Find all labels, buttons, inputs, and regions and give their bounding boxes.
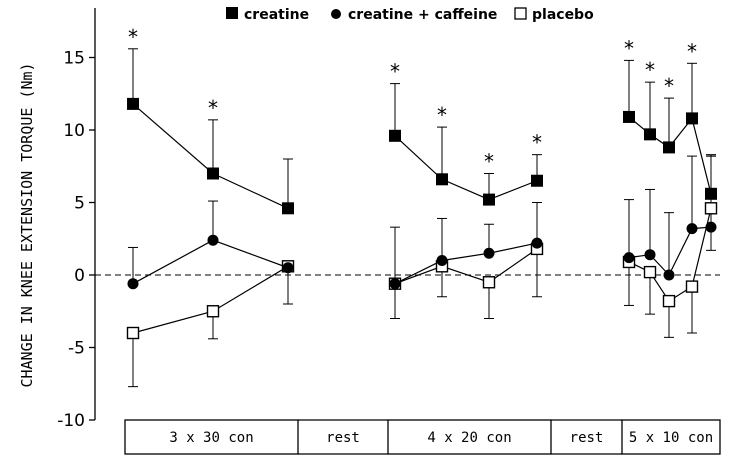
point-creatine-caffeine bbox=[282, 262, 294, 274]
series-line bbox=[132, 239, 289, 285]
phase-label: rest bbox=[326, 430, 360, 446]
point-creatine bbox=[623, 110, 635, 123]
legend-creatine-label: creatine bbox=[244, 7, 309, 23]
point-creatine bbox=[705, 187, 717, 200]
y-axis-label: CHANGE IN KNEE EXTENSION TORQUE (Nm) bbox=[18, 62, 36, 387]
point-placebo bbox=[685, 280, 699, 293]
significance-star: * bbox=[437, 103, 447, 127]
legend-creatine-caffeine-label: creatine + caffeine bbox=[348, 7, 497, 23]
significance-star: * bbox=[128, 25, 138, 49]
point-creatine-caffeine bbox=[644, 249, 656, 261]
point-creatine bbox=[483, 193, 495, 206]
point-creatine bbox=[282, 202, 294, 215]
point-placebo bbox=[704, 202, 718, 215]
significance-star: * bbox=[687, 39, 697, 63]
series-line bbox=[394, 248, 538, 285]
point-placebo bbox=[482, 276, 496, 289]
y-tick-label: -5 bbox=[68, 339, 85, 359]
point-placebo bbox=[643, 265, 657, 279]
significance-star: * bbox=[390, 60, 400, 84]
legend-creatine-caffeine-marker bbox=[331, 9, 341, 19]
point-placebo bbox=[206, 305, 220, 318]
significance-star: * bbox=[624, 36, 634, 60]
axes: -10 -5 0 5 10 15 bbox=[57, 8, 720, 431]
significance-star: * bbox=[532, 131, 542, 155]
series-line bbox=[628, 208, 712, 302]
phase-box bbox=[621, 419, 721, 455]
series-line bbox=[394, 135, 538, 201]
point-creatine bbox=[531, 174, 543, 187]
series-line bbox=[132, 265, 289, 334]
phase-box bbox=[387, 419, 552, 455]
phase-label: 5 x 10 con bbox=[629, 430, 713, 446]
point-creatine bbox=[644, 128, 656, 141]
point-creatine-caffeine bbox=[531, 237, 543, 249]
point-creatine bbox=[127, 97, 139, 110]
legend-placebo-label: placebo bbox=[532, 7, 594, 23]
plot-area: * * * * * * * * * * bbox=[126, 25, 718, 388]
legend: creatine creatine + caffeine placebo bbox=[226, 7, 594, 23]
point-creatine bbox=[436, 173, 448, 186]
legend-creatine-marker bbox=[226, 7, 238, 19]
phase-label: 3 x 30 con bbox=[169, 430, 253, 446]
point-creatine-caffeine bbox=[705, 221, 717, 233]
phase-label: rest bbox=[570, 430, 604, 446]
y-tick-label: -10 bbox=[57, 411, 85, 431]
significance-star: * bbox=[664, 74, 674, 98]
point-creatine bbox=[686, 112, 698, 125]
point-creatine-caffeine bbox=[207, 234, 219, 246]
y-tick-label: 5 bbox=[74, 194, 85, 214]
point-creatine-caffeine bbox=[127, 278, 139, 290]
y-tick-label: 0 bbox=[74, 266, 85, 286]
point-creatine-caffeine bbox=[436, 255, 448, 266]
significance-star: * bbox=[208, 96, 218, 120]
significance-star: * bbox=[484, 150, 494, 174]
phase-label: 4 x 20 con bbox=[427, 430, 511, 446]
point-creatine-caffeine bbox=[389, 278, 401, 290]
phase-bar: 3 x 30 con rest 4 x 20 con rest 5 x 10 con bbox=[124, 419, 721, 455]
point-creatine-caffeine bbox=[623, 252, 635, 264]
point-creatine bbox=[207, 167, 219, 180]
series-line bbox=[394, 242, 538, 285]
point-creatine-caffeine bbox=[663, 269, 675, 281]
phase-box bbox=[124, 419, 299, 455]
point-placebo bbox=[126, 326, 140, 340]
y-tick-label: 15 bbox=[63, 49, 85, 69]
point-creatine bbox=[389, 129, 401, 142]
point-creatine-caffeine bbox=[483, 247, 495, 259]
series-line bbox=[628, 116, 712, 194]
significance-star: * bbox=[645, 58, 655, 82]
point-placebo bbox=[662, 294, 676, 308]
point-creatine bbox=[663, 141, 675, 154]
point-creatine-caffeine bbox=[686, 223, 698, 235]
legend-placebo-marker bbox=[514, 7, 527, 20]
y-tick-label: 10 bbox=[63, 121, 85, 141]
